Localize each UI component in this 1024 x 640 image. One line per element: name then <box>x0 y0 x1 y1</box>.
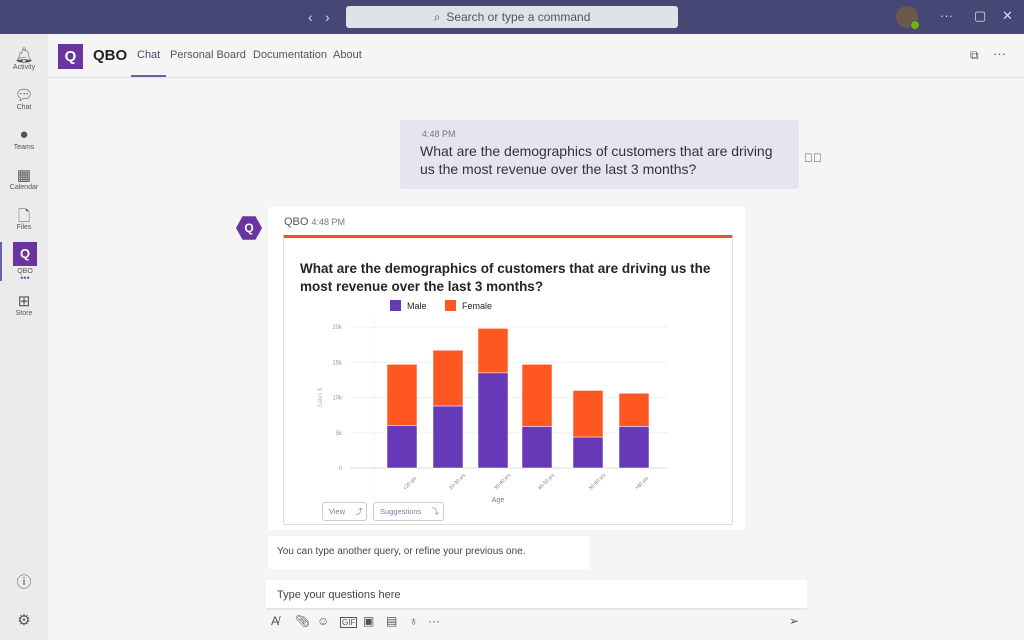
bar-male <box>432 405 464 469</box>
arrow-down-icon: ⤵ <box>431 507 439 516</box>
bar-female <box>572 390 604 438</box>
chart-title: What are the demographics of customers t… <box>300 261 711 294</box>
user-message: 4:48 PM What are the demographics of cus… <box>400 120 799 189</box>
x-tick-label: <20 yrs <box>402 475 418 491</box>
rail-item-store[interactable]: ⊞ Store <box>0 292 48 317</box>
attach-icon[interactable]: 📎︎ <box>295 614 311 628</box>
x-tick-label: 40-50 yrs <box>537 472 556 491</box>
schedule-meeting-icon[interactable]: ▤ <box>386 614 398 628</box>
read-receipt-icon: ✓⃝ <box>804 151 822 165</box>
qbo-icon: Q <box>13 242 37 266</box>
bar-male <box>477 372 509 469</box>
y-tick-label: 0 <box>339 466 343 472</box>
sticker-icon[interactable]: ▣ <box>363 614 375 628</box>
title-bar: ‹ › ⌕ Search or type a command ··· ▢ ✕ <box>0 0 1024 34</box>
send-icon[interactable]: ➢ <box>789 614 800 628</box>
bot-avatar: Q <box>236 216 262 240</box>
bar-female <box>386 364 418 426</box>
rail-item-activity[interactable]: 🔔︎ Activity <box>0 46 48 71</box>
x-tick-label: 30-40 yrs <box>493 472 512 491</box>
more-apps-icon[interactable]: ••• <box>20 273 30 283</box>
format-icon[interactable]: A̸ <box>271 614 280 628</box>
x-tick-label: 50-60 yrs <box>588 472 607 491</box>
tab-documentation[interactable]: Documentation <box>253 49 327 61</box>
rail-item-calendar[interactable]: ▦ Calendar <box>0 166 48 191</box>
forward-icon[interactable]: › <box>325 9 330 25</box>
rail-item-qbo[interactable]: Q QBO ••• <box>0 242 48 283</box>
app-title: QBO <box>93 47 128 64</box>
bot-message: QBO 4:48 PM What are the demographics of… <box>268 207 745 530</box>
help-icon[interactable]: ⓘ <box>16 574 32 591</box>
emoji-icon[interactable]: ☺ <box>317 614 330 628</box>
app-header: Q QBO Chat Personal Board Documentation … <box>48 34 1024 78</box>
sender-name: QBO <box>284 216 309 228</box>
search-icon: ⌕ <box>433 9 441 24</box>
bar-male <box>572 436 604 469</box>
tab-chat[interactable]: Chat <box>130 49 167 77</box>
x-axis-label: Age <box>492 497 505 504</box>
y-tick-label: 15k <box>332 360 343 366</box>
y-axis-label: Sales $ <box>318 387 324 408</box>
tab-about[interactable]: About <box>333 49 362 61</box>
more-icon[interactable]: ··· <box>940 8 953 23</box>
settings-icon[interactable]: ⚙ <box>17 612 31 629</box>
search-input[interactable]: ⌕ Search or type a command <box>346 6 678 28</box>
calendar-icon: ▦ <box>16 167 32 184</box>
chat-icon: 💬︎ <box>14 87 34 104</box>
store-icon: ⊞ <box>17 293 31 310</box>
user-message-text: What are the demographics of customers t… <box>420 143 773 177</box>
suggestions-button[interactable]: Suggestions ⤵ <box>373 502 444 521</box>
y-tick-label: 10k <box>332 396 343 402</box>
chart-card: What are the demographics of customers t… <box>283 235 733 525</box>
bar-female <box>432 350 464 407</box>
rail-item-chat[interactable]: 💬︎ Chat <box>0 86 48 111</box>
bar-male <box>618 426 650 469</box>
legend-swatch <box>390 300 401 311</box>
close-icon[interactable]: ✕ <box>1002 8 1013 23</box>
teams-icon: ● <box>19 126 29 143</box>
bar-female <box>477 328 509 374</box>
back-icon[interactable]: ‹ <box>308 9 313 25</box>
rail-item-files[interactable]: 🗋 Files <box>0 206 48 231</box>
maximize-icon[interactable]: ▢ <box>974 8 987 23</box>
bar-female <box>521 364 553 427</box>
more-tools-icon[interactable]: ··· <box>428 614 440 628</box>
app-rail: 🔔︎ Activity 💬︎ Chat ● Teams ▦ Calendar 🗋 File… <box>0 34 48 640</box>
app-logo: Q <box>58 44 83 69</box>
user-avatar[interactable] <box>896 6 920 30</box>
more-options-icon[interactable]: ··· <box>993 46 1006 61</box>
arrow-up-icon: ⤴ <box>355 507 363 516</box>
stacked-bar-chart: 0 5k 10k 15k 20k Sales $ <20 yrs 20-30 yrs 30-40… <box>318 318 668 508</box>
tab-personal-board[interactable]: Personal Board <box>170 49 246 61</box>
x-tick-label: >60 yrs <box>634 475 650 491</box>
rail-item-teams[interactable]: ● Teams <box>0 126 48 151</box>
files-icon: 🗋 <box>17 208 31 225</box>
bar-male <box>386 425 418 469</box>
gif-icon[interactable]: GIF <box>340 617 358 628</box>
y-tick-label: 5k <box>336 431 343 437</box>
bar-male <box>521 426 553 469</box>
popout-icon[interactable]: ⧉ <box>970 48 979 62</box>
legend-female: Female <box>445 300 492 311</box>
praise-icon[interactable]: ♁ <box>409 614 418 628</box>
view-button[interactable]: View ⤴ <box>322 502 367 521</box>
compose-input[interactable]: Type your questions here <box>266 580 807 610</box>
legend-male: Male <box>390 300 427 311</box>
message-time: 4:48 PM <box>311 217 346 227</box>
bar-female <box>618 393 650 427</box>
y-tick-label: 20k <box>332 325 343 331</box>
x-tick-label: 20-30 yrs <box>448 472 467 491</box>
bell-icon: 🔔︎ <box>14 47 34 64</box>
legend-swatch <box>445 300 456 311</box>
hint-message: You can type another query, or refine yo… <box>268 536 589 569</box>
